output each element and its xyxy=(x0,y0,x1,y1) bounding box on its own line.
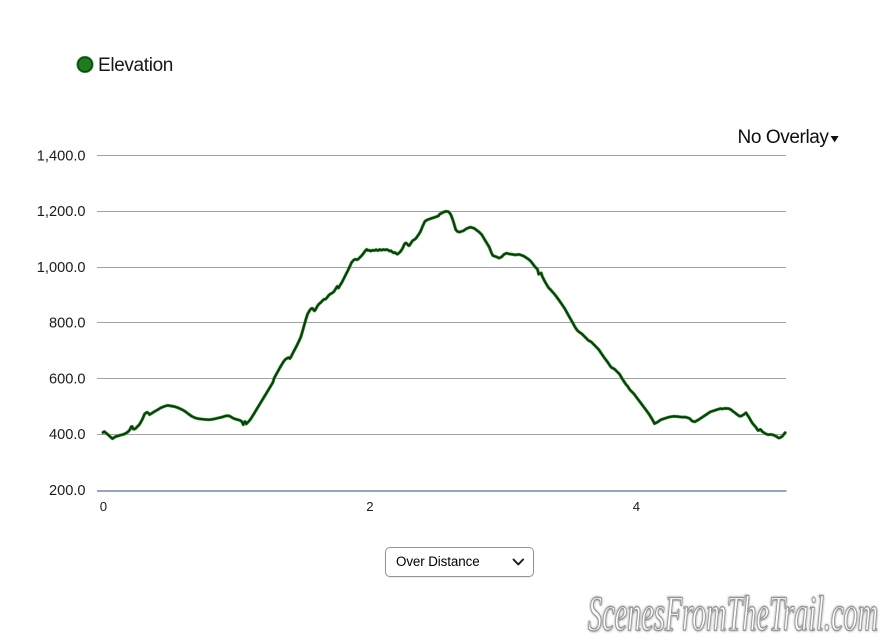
svg-text:1,200.0: 1,200.0 xyxy=(37,204,86,220)
svg-text:1,000.0: 1,000.0 xyxy=(37,260,86,276)
svg-text:0: 0 xyxy=(100,499,107,514)
svg-text:Elevation: Elevation xyxy=(98,55,173,76)
svg-text:800.0: 800.0 xyxy=(49,316,86,332)
svg-text:400.0: 400.0 xyxy=(49,427,86,443)
svg-text:200.0: 200.0 xyxy=(49,483,86,499)
svg-text:No Overlay: No Overlay xyxy=(738,127,830,148)
svg-text:4: 4 xyxy=(633,499,640,514)
svg-text:600.0: 600.0 xyxy=(49,371,86,387)
svg-text:2: 2 xyxy=(366,499,373,514)
svg-text:1,400.0: 1,400.0 xyxy=(37,148,86,164)
